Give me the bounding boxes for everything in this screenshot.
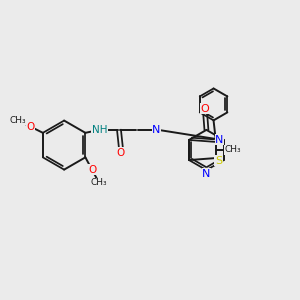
Text: CH₃: CH₃ xyxy=(225,146,242,154)
Text: N: N xyxy=(202,169,211,179)
Text: O: O xyxy=(27,122,35,132)
Text: N: N xyxy=(215,135,223,145)
Text: O: O xyxy=(88,165,96,175)
Text: CH₃: CH₃ xyxy=(10,116,27,125)
Text: CH₃: CH₃ xyxy=(91,178,107,188)
Text: N: N xyxy=(152,125,160,135)
Text: O: O xyxy=(117,148,125,158)
Text: NH: NH xyxy=(92,125,107,135)
Text: O: O xyxy=(201,103,210,113)
Text: S: S xyxy=(215,155,222,166)
